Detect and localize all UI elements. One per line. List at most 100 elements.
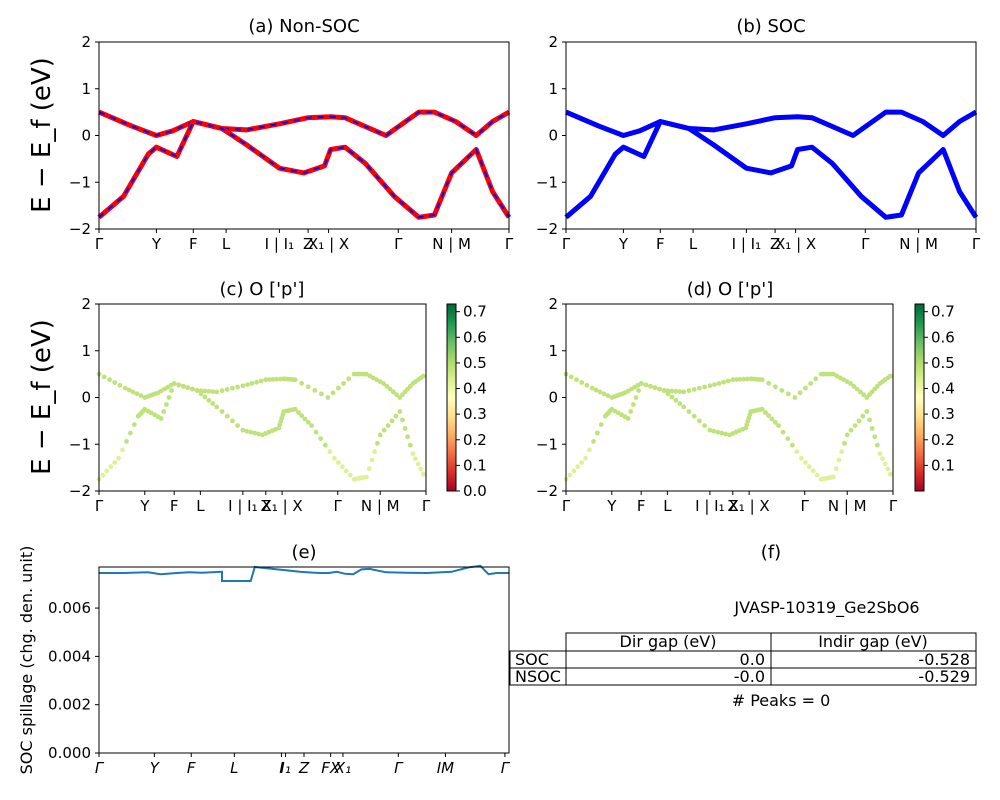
table-cell-value: -0.529 <box>918 667 970 686</box>
projection-point <box>117 382 123 388</box>
projection-point <box>405 434 411 440</box>
projection-point <box>206 388 212 394</box>
projection-point <box>636 388 641 393</box>
projection-point <box>880 456 885 462</box>
projection-point <box>763 410 768 415</box>
x-tick-label: Γ <box>334 497 343 515</box>
projection-point <box>697 385 702 391</box>
projection-point <box>206 397 212 403</box>
projection-point <box>394 392 399 398</box>
projection-point <box>181 383 186 389</box>
x-tick-label: Γ <box>394 759 404 777</box>
projection-point <box>814 472 820 478</box>
projection-point <box>776 423 781 428</box>
projection-point <box>789 442 795 448</box>
y-tick-label: −2 <box>69 220 91 238</box>
projection-point <box>176 382 182 388</box>
projection-point <box>810 468 816 474</box>
panel-f-title: (f) <box>761 542 781 563</box>
projection-point <box>643 382 649 388</box>
projection-point <box>299 413 305 419</box>
projection-point <box>575 464 581 470</box>
colorbar-tick-label: 0.3 <box>931 405 955 423</box>
projection-point <box>112 460 118 465</box>
projection-point <box>126 387 132 393</box>
projection-point <box>235 423 241 428</box>
x-tick-label: I | I₁ <box>732 235 761 253</box>
projection-point <box>587 447 592 453</box>
x-tick-label: Y <box>150 759 161 777</box>
projection-point <box>567 472 573 478</box>
x-tick-label: Y <box>139 497 150 515</box>
colorbar-tick-label: 0.6 <box>463 328 487 346</box>
projection-point <box>601 391 607 397</box>
projection-point <box>780 429 786 435</box>
projection-point <box>393 413 399 419</box>
x-tick-label: F <box>187 759 196 777</box>
projection-point <box>721 379 726 385</box>
y-tick-label: 2 <box>81 33 91 51</box>
projection-point <box>852 423 858 428</box>
panel-d-frame <box>565 303 894 492</box>
projection-point <box>158 416 164 421</box>
y-tick-label: 0 <box>81 389 91 407</box>
projection-point <box>882 461 888 467</box>
projection-point <box>779 388 785 393</box>
x-tick-label: N | M <box>361 497 400 515</box>
band-line-dashed <box>98 111 510 137</box>
y-tick-label: 0.002 <box>48 696 91 714</box>
projection-point <box>240 383 246 389</box>
projection-point <box>101 374 107 380</box>
panel-c-frame <box>98 303 427 492</box>
projection-point <box>190 386 195 392</box>
projection-point <box>161 409 167 414</box>
projection-point <box>593 387 599 393</box>
projection-point <box>681 404 687 410</box>
projection-point <box>185 385 191 391</box>
projection-point <box>309 423 314 428</box>
projection-point <box>325 395 331 400</box>
projection-point <box>786 391 791 397</box>
projection-point <box>605 393 611 398</box>
panel-b-title: (b) SOC <box>736 16 805 37</box>
projection-point <box>421 373 426 379</box>
projection-point <box>120 447 125 453</box>
x-tick-label: Γ <box>562 235 571 253</box>
projection-point <box>885 466 891 472</box>
colorbar-tick-label: 0.7 <box>931 303 955 321</box>
spillage-line <box>99 564 509 582</box>
x-tick-label: I | I₁ <box>228 497 257 515</box>
y-tick-label: −1 <box>69 435 91 453</box>
x-tick-label: Γ <box>861 235 870 253</box>
projection-point <box>872 434 878 440</box>
projection-point <box>230 418 235 424</box>
projection-point <box>210 401 216 406</box>
projection-point <box>305 384 311 390</box>
table-cell-value: 0.0 <box>740 650 765 669</box>
projection-point <box>686 409 692 414</box>
projection-point <box>171 381 177 386</box>
projection-point <box>377 432 383 438</box>
projection-point <box>598 422 604 427</box>
y-tick-label: 0.006 <box>48 599 91 617</box>
projection-point <box>589 385 595 391</box>
y-tick-label: 2 <box>548 295 558 313</box>
projection-point <box>715 429 721 435</box>
projection-point <box>803 460 808 465</box>
x-tick-label: Γ <box>95 235 104 253</box>
projection-point <box>638 381 644 386</box>
projection-point <box>702 384 707 390</box>
x-tick-label: L <box>230 759 238 777</box>
y-tick-label: −1 <box>536 435 558 453</box>
projection-point <box>595 430 600 436</box>
table-cell-value: -0.528 <box>918 650 970 669</box>
projection-point <box>389 418 395 424</box>
projection-point <box>673 397 679 403</box>
projection-point <box>842 440 847 446</box>
projection-point <box>633 395 639 400</box>
projection-point <box>716 381 722 386</box>
projection-point <box>198 391 204 397</box>
